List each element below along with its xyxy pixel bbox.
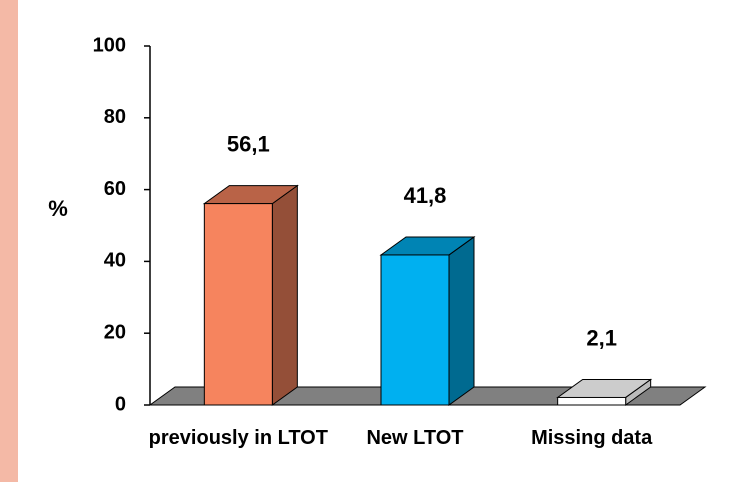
bar-side	[271, 184, 298, 406]
side-stripe	[0, 0, 18, 482]
y-tick-label: 40	[104, 250, 126, 272]
bar	[557, 396, 627, 406]
bar	[203, 203, 273, 406]
x-tick-label: previously in LTOT	[148, 427, 328, 449]
y-tick-label: 100	[93, 34, 126, 56]
y-axis-label: %	[48, 196, 68, 221]
y-tick-label: 0	[115, 393, 126, 415]
value-label: 2,1	[586, 325, 617, 350]
y-tick-label: 20	[104, 321, 126, 343]
y-tick-label: 80	[104, 106, 126, 128]
bar-side	[448, 235, 475, 406]
x-tick-label: Missing data	[531, 427, 653, 449]
bar	[380, 254, 450, 406]
value-label: 41,8	[404, 183, 447, 208]
value-label: 56,1	[227, 131, 270, 156]
x-tick-label: New LTOT	[366, 427, 464, 449]
y-tick-label: 60	[104, 178, 126, 200]
